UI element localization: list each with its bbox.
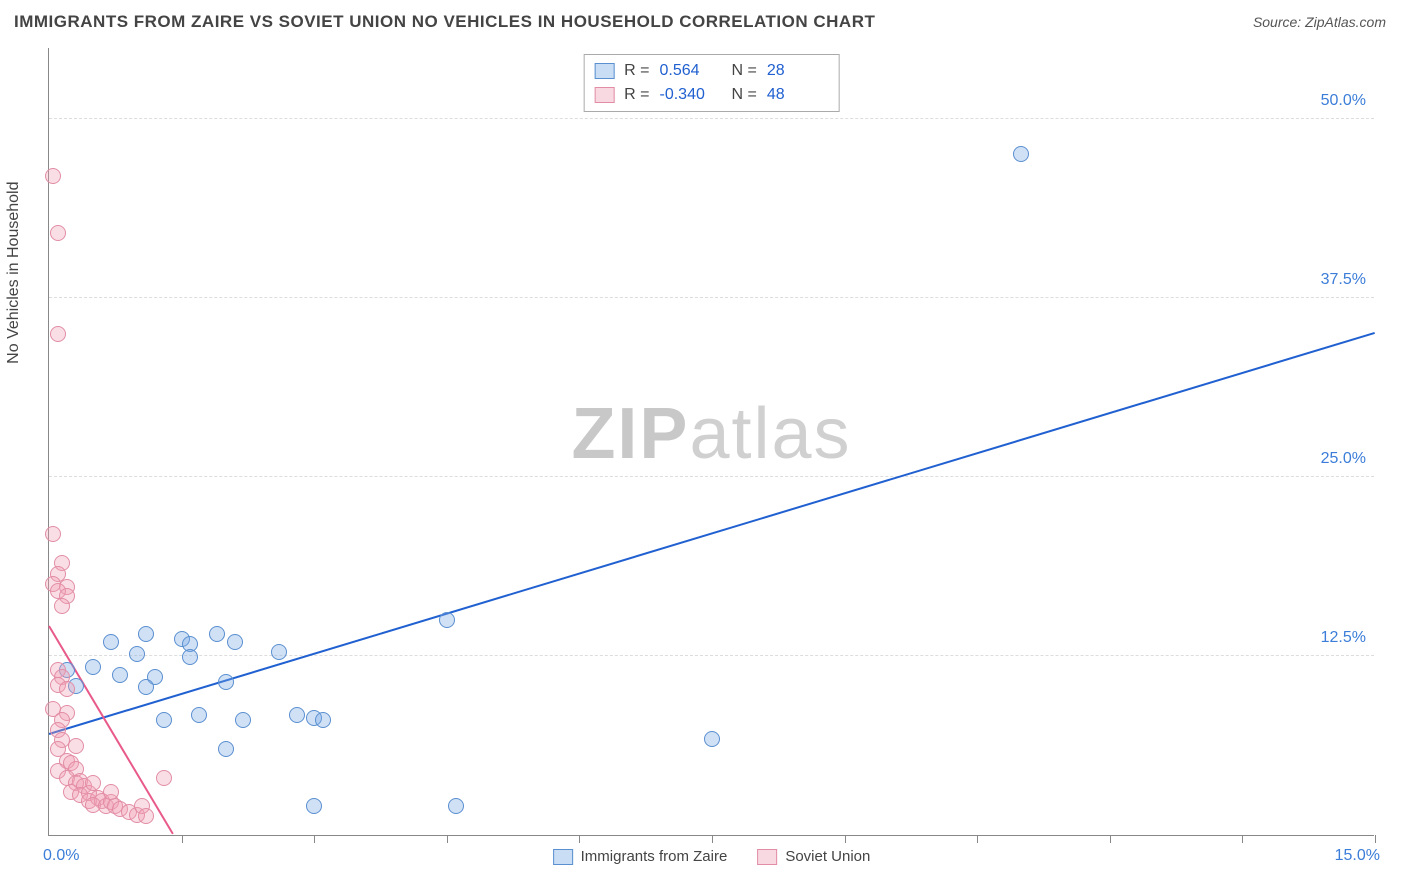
n-label: N = <box>732 59 757 83</box>
data-point-blue <box>103 634 119 650</box>
x-tick <box>314 835 315 843</box>
x-tick <box>1242 835 1243 843</box>
data-point-blue <box>156 712 172 728</box>
stats-row-pink: R = -0.340 N = 48 <box>594 83 829 107</box>
data-point-blue <box>1013 146 1029 162</box>
data-point-blue <box>227 634 243 650</box>
chart-title: IMMIGRANTS FROM ZAIRE VS SOVIET UNION NO… <box>14 12 875 32</box>
data-point-blue <box>306 798 322 814</box>
x-tick <box>712 835 713 843</box>
legend-swatch-blue-icon <box>553 849 573 865</box>
data-point-pink <box>45 168 61 184</box>
x-tick <box>447 835 448 843</box>
swatch-pink-icon <box>594 87 614 103</box>
data-point-blue <box>315 712 331 728</box>
data-point-pink <box>68 738 84 754</box>
x-tick <box>977 835 978 843</box>
stats-row-blue: R = 0.564 N = 28 <box>594 59 829 83</box>
data-point-blue <box>85 659 101 675</box>
x-tick <box>1110 835 1111 843</box>
data-point-blue <box>218 674 234 690</box>
legend-label-blue: Immigrants from Zaire <box>581 848 728 865</box>
legend-item-pink: Soviet Union <box>757 848 870 865</box>
data-point-blue <box>191 707 207 723</box>
x-tick <box>182 835 183 843</box>
gridline <box>49 297 1374 298</box>
r-value-pink: -0.340 <box>660 83 722 107</box>
data-point-blue <box>289 707 305 723</box>
data-point-blue <box>138 679 154 695</box>
data-point-pink <box>59 681 75 697</box>
plot-area: ZIPatlas R = 0.564 N = 28 R = -0.340 N =… <box>48 48 1374 836</box>
y-axis-title: No Vehicles in Household <box>5 181 23 363</box>
swatch-blue-icon <box>594 63 614 79</box>
y-tick-label: 25.0% <box>1321 450 1366 468</box>
y-tick-label: 37.5% <box>1321 271 1366 289</box>
watermark: ZIPatlas <box>571 392 851 474</box>
gridline <box>49 476 1374 477</box>
legend-swatch-pink-icon <box>757 849 777 865</box>
data-point-blue <box>271 644 287 660</box>
x-tick <box>1375 835 1376 843</box>
data-point-blue <box>112 667 128 683</box>
chart-container: IMMIGRANTS FROM ZAIRE VS SOVIET UNION NO… <box>0 0 1406 892</box>
data-point-blue <box>439 612 455 628</box>
r-value-blue: 0.564 <box>660 59 722 83</box>
y-tick-label: 12.5% <box>1321 629 1366 647</box>
x-tick <box>579 835 580 843</box>
data-point-pink <box>45 526 61 542</box>
data-point-pink <box>54 598 70 614</box>
data-point-blue <box>448 798 464 814</box>
source-attribution: Source: ZipAtlas.com <box>1253 14 1386 30</box>
data-point-blue <box>129 646 145 662</box>
data-point-pink <box>50 326 66 342</box>
legend-item-blue: Immigrants from Zaire <box>553 848 728 865</box>
data-point-pink <box>156 770 172 786</box>
trend-line-blue <box>49 332 1376 735</box>
watermark-zip: ZIP <box>571 393 689 473</box>
data-point-pink <box>103 784 119 800</box>
data-point-blue <box>138 626 154 642</box>
y-tick-label: 50.0% <box>1321 92 1366 110</box>
data-point-blue <box>209 626 225 642</box>
x-tick <box>845 835 846 843</box>
data-point-pink <box>138 808 154 824</box>
n-value-pink: 48 <box>767 83 829 107</box>
legend-label-pink: Soviet Union <box>785 848 870 865</box>
data-point-blue <box>704 731 720 747</box>
source-link[interactable]: ZipAtlas.com <box>1305 14 1386 30</box>
x-axis-min-label: 0.0% <box>43 847 79 865</box>
data-point-blue <box>235 712 251 728</box>
n-label2: N = <box>732 83 757 107</box>
bottom-legend: Immigrants from Zaire Soviet Union <box>553 848 871 865</box>
source-prefix: Source: <box>1253 14 1305 30</box>
data-point-pink <box>50 225 66 241</box>
gridline <box>49 118 1374 119</box>
r-label: R = <box>624 59 649 83</box>
data-point-blue <box>182 649 198 665</box>
stats-legend-box: R = 0.564 N = 28 R = -0.340 N = 48 <box>583 54 840 112</box>
x-axis-max-label: 15.0% <box>1335 847 1380 865</box>
gridline <box>49 655 1374 656</box>
data-point-blue <box>218 741 234 757</box>
watermark-atlas: atlas <box>689 393 851 473</box>
r-label2: R = <box>624 83 649 107</box>
n-value-blue: 28 <box>767 59 829 83</box>
